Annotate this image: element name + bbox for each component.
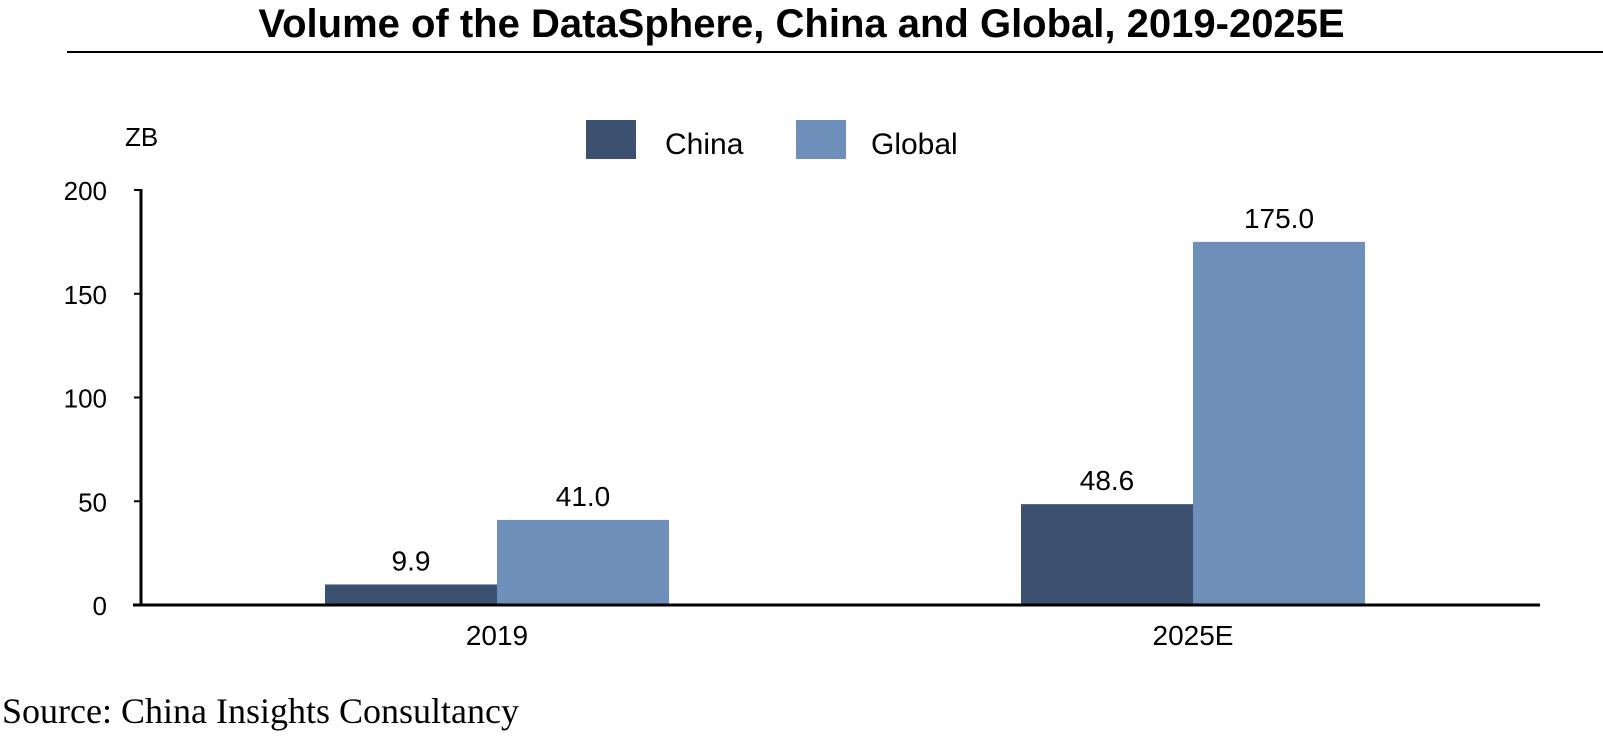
y-tick-label: 100 — [64, 384, 107, 414]
source-note: Source: China Insights Consultancy — [2, 691, 519, 731]
title-divider — [67, 51, 1603, 53]
y-tick-label: 50 — [78, 487, 107, 517]
bar-global-2019 — [497, 519, 669, 605]
chart-title: Volume of the DataSphere, China and Glob… — [258, 2, 1345, 46]
legend-label-china: China — [665, 128, 744, 161]
legend-swatch-china — [586, 120, 636, 159]
bar-group — [325, 241, 1365, 605]
x-tick-label: 2025E — [1153, 620, 1234, 651]
legend-label-global: Global — [871, 128, 958, 161]
bar-value-label: 48.6 — [1080, 465, 1135, 496]
x-axis-labels: 2019 2025E — [466, 620, 1234, 651]
bar-value-labels: 9.9 48.6 41.0 175.0 — [392, 203, 1315, 577]
y-tick-label: 200 — [64, 176, 107, 206]
y-axis-unit-label: ZB — [125, 122, 158, 152]
x-tick-label: 2019 — [466, 620, 528, 651]
bar-value-label: 175.0 — [1244, 203, 1314, 234]
bar-value-label: 41.0 — [556, 481, 611, 512]
bar-china-2025e — [1021, 504, 1193, 605]
legend: China Global — [586, 120, 958, 161]
axes — [133, 189, 1540, 607]
y-tick-label: 0 — [93, 591, 107, 621]
bar-value-label: 9.9 — [392, 545, 431, 576]
y-tick-label: 150 — [64, 280, 107, 310]
bar-china-2019 — [325, 584, 497, 605]
y-axis-ticks: 0 50 100 150 200 — [64, 176, 141, 621]
bar-global-2025e — [1193, 241, 1365, 605]
legend-swatch-global — [796, 120, 846, 159]
